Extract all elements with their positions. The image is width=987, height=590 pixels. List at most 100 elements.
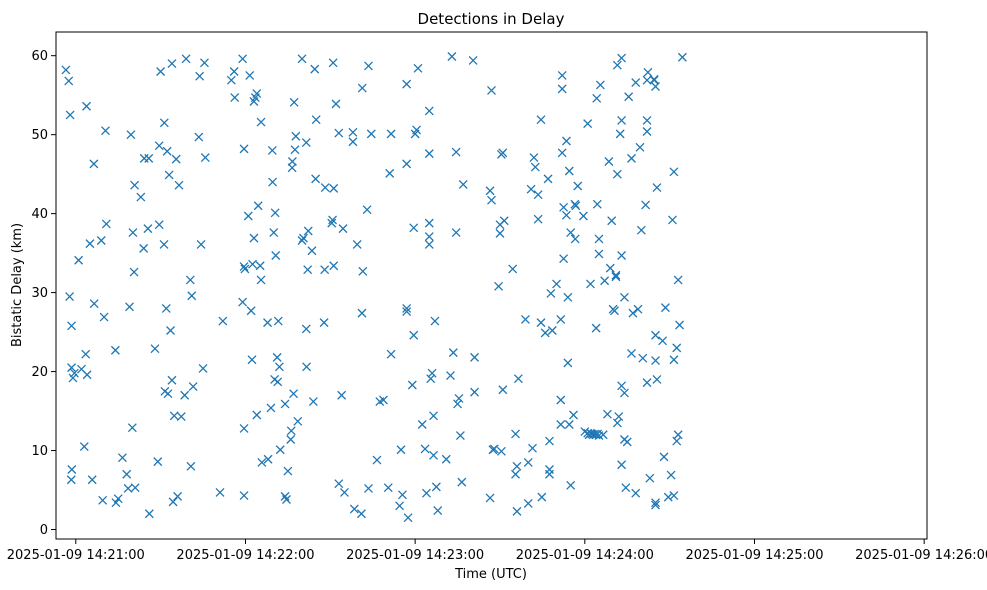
data-point <box>526 184 536 194</box>
data-point <box>274 362 284 372</box>
data-point <box>248 259 258 269</box>
data-point <box>571 201 581 211</box>
data-point <box>426 374 436 384</box>
data-point <box>615 129 625 139</box>
data-point <box>540 328 550 338</box>
data-point <box>457 477 467 487</box>
data-point <box>564 420 574 429</box>
data-point <box>586 279 595 289</box>
data-point <box>66 475 76 485</box>
data-point <box>600 276 610 286</box>
data-point <box>651 356 660 365</box>
data-point <box>622 437 632 447</box>
data-point <box>280 491 290 501</box>
data-point <box>167 59 177 69</box>
data-point <box>362 205 372 215</box>
data-point <box>320 265 330 275</box>
data-point <box>563 358 573 368</box>
data-point <box>485 493 495 503</box>
data-point <box>512 461 522 471</box>
data-point <box>652 183 662 193</box>
data-point <box>128 228 138 238</box>
data-point <box>79 442 89 452</box>
data-point <box>98 495 108 505</box>
data-point <box>668 215 677 225</box>
data-point <box>186 461 196 471</box>
data-point <box>458 179 468 189</box>
data-point <box>122 469 132 479</box>
data-point <box>631 78 641 88</box>
data-point <box>200 153 210 163</box>
data-point <box>290 145 300 155</box>
data-point <box>395 501 405 511</box>
data-point <box>612 60 622 70</box>
data-point <box>139 243 149 253</box>
data-point <box>143 224 153 234</box>
data-point <box>617 460 627 470</box>
data-point <box>218 316 228 326</box>
data-point <box>82 370 92 380</box>
data-point <box>595 80 605 90</box>
data-point <box>328 215 338 225</box>
data-point <box>311 115 321 125</box>
data-point <box>366 129 376 139</box>
data-point <box>602 409 612 419</box>
data-point <box>413 63 423 73</box>
chart-title: Detections in Delay <box>418 10 565 28</box>
data-point <box>498 148 508 158</box>
y-tick-label: 0 <box>40 523 48 538</box>
data-point <box>624 92 634 102</box>
data-point <box>552 279 562 289</box>
data-point <box>642 378 652 388</box>
y-axis: 0 10 20 30 40 50 60 <box>31 49 56 538</box>
data-point <box>627 153 636 163</box>
data-point <box>334 128 344 138</box>
data-point <box>417 420 427 429</box>
data-point <box>358 266 368 276</box>
data-point <box>287 157 297 166</box>
data-point <box>153 457 163 467</box>
data-point <box>230 93 240 103</box>
data-point <box>529 153 539 163</box>
data-point <box>168 497 178 507</box>
data-point <box>530 162 540 172</box>
data-point <box>291 131 301 141</box>
data-point <box>307 246 317 256</box>
data-point <box>651 500 660 510</box>
data-point <box>536 318 546 328</box>
data-point <box>185 275 195 285</box>
data-point <box>619 292 629 302</box>
data-point <box>566 480 576 490</box>
data-point <box>64 76 74 86</box>
data-point <box>125 302 134 312</box>
data-point <box>607 216 617 226</box>
data-point <box>569 410 578 420</box>
data-point <box>150 344 160 354</box>
data-point <box>614 412 624 422</box>
data-point <box>652 375 662 384</box>
data-point <box>520 314 530 324</box>
data-point <box>352 239 362 249</box>
data-point <box>144 509 154 519</box>
data-point <box>96 236 106 245</box>
data-point <box>229 67 239 76</box>
data-point <box>215 487 225 497</box>
data-point <box>605 263 615 273</box>
data-point <box>621 483 631 493</box>
data-point <box>641 200 651 210</box>
data-point <box>129 267 139 277</box>
data-point <box>563 292 573 302</box>
data-point <box>159 118 169 128</box>
data-point <box>154 141 164 151</box>
data-point <box>67 363 77 373</box>
data-point <box>673 430 683 440</box>
x-tick-label: 2025-01-09 14:23:00 <box>346 548 484 563</box>
data-point <box>557 70 567 80</box>
data-point <box>271 251 281 260</box>
data-point <box>447 52 457 61</box>
data-point <box>181 54 191 64</box>
data-point <box>81 349 91 359</box>
data-point <box>357 83 367 93</box>
data-point <box>289 97 299 107</box>
